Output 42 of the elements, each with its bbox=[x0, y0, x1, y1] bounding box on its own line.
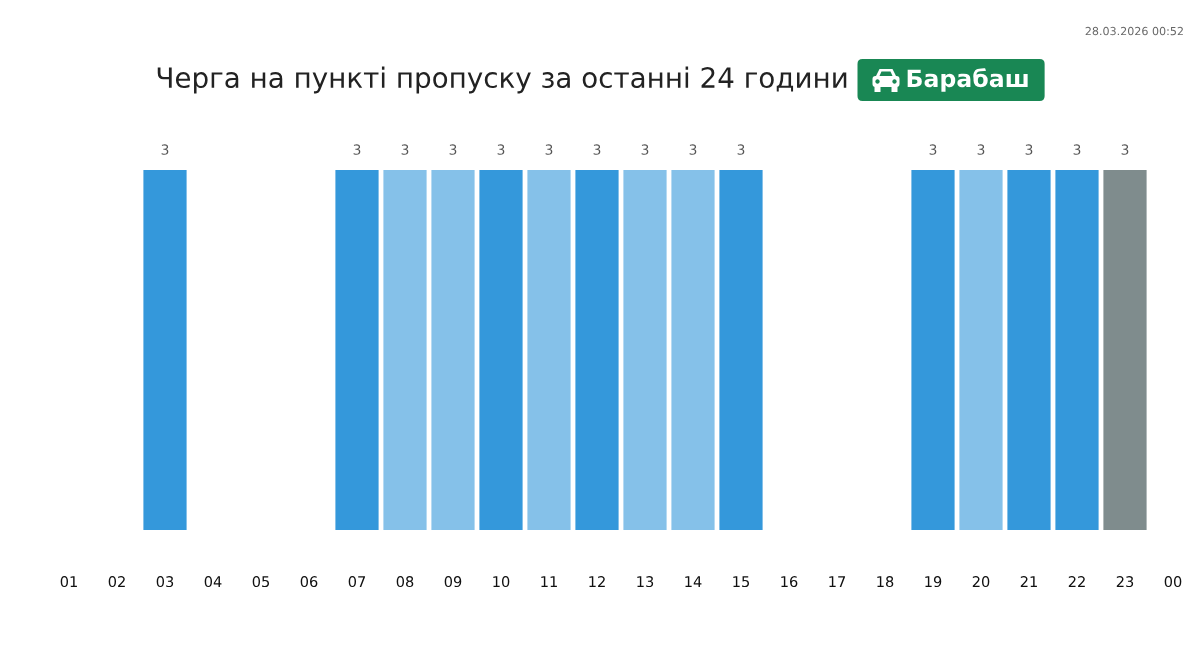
data-label: 3 bbox=[161, 144, 169, 155]
x-tick-label: 10 bbox=[493, 576, 510, 588]
x-tick-label: 00 bbox=[1164, 576, 1182, 588]
x-tick-label: 03 bbox=[156, 576, 174, 588]
text: 28.03.2026 00:52 bbox=[1085, 26, 1183, 36]
data-label: 3 bbox=[1073, 144, 1081, 155]
data-label: 3 bbox=[449, 144, 457, 155]
data-label: 3 bbox=[689, 144, 697, 155]
x-tick-label: 18 bbox=[877, 576, 894, 588]
data-label: 3 bbox=[1121, 144, 1129, 155]
x-tick-label: 11 bbox=[541, 576, 557, 587]
x-tick-label: 22 bbox=[1068, 576, 1085, 587]
x-tick-label: 01 bbox=[60, 576, 77, 588]
x-tick-label: 07 bbox=[348, 576, 366, 588]
x-tick-label: 05 bbox=[252, 576, 269, 588]
chart-title: Черга на пункті пропуску за останні 24 години bbox=[157, 66, 847, 94]
data-label: 3 bbox=[737, 144, 745, 155]
x-tick-label: 23 bbox=[1116, 576, 1134, 588]
data-label: 3 bbox=[1025, 144, 1033, 155]
x-tick-label: 08 bbox=[396, 576, 414, 588]
x-tick-label: 09 bbox=[444, 576, 462, 588]
x-tick-label: 14 bbox=[685, 576, 702, 587]
x-tick-label: 15 bbox=[733, 576, 749, 588]
data-label: 3 bbox=[353, 144, 361, 155]
x-tick-label: 16 bbox=[781, 576, 798, 588]
x-tick-label: 13 bbox=[637, 576, 654, 588]
x-tick-label: 02 bbox=[108, 576, 125, 588]
x-tick-label: 20 bbox=[972, 576, 990, 588]
data-label: 3 bbox=[641, 144, 649, 155]
x-tick-label: 06 bbox=[300, 576, 318, 588]
x-tick-label: 04 bbox=[204, 576, 222, 588]
x-tick-label: 17 bbox=[829, 576, 846, 587]
x-tick-label: 12 bbox=[589, 576, 605, 587]
data-label: 3 bbox=[977, 144, 985, 155]
data-label: 3 bbox=[545, 144, 553, 155]
x-tick-label: 21 bbox=[1020, 576, 1037, 587]
data-label: 3 bbox=[401, 144, 409, 155]
x-tick-label: 19 bbox=[925, 576, 942, 588]
data-label: 3 bbox=[593, 144, 601, 155]
data-label: 3 bbox=[929, 144, 937, 155]
chart-subtitle: Барабаш bbox=[907, 68, 1028, 92]
data-label: 3 bbox=[497, 144, 505, 155]
